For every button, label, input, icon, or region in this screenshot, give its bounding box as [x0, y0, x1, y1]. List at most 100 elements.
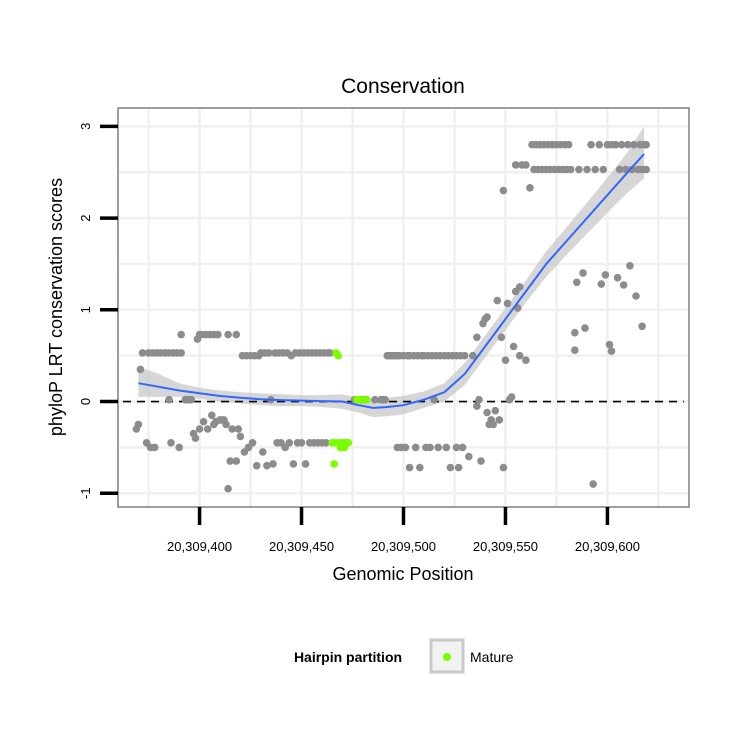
score-point: [203, 425, 212, 433]
score-point: [138, 349, 147, 357]
chart-title: Conservation: [341, 75, 465, 98]
x-tick-label: 20,309,550: [473, 539, 538, 554]
score-point: [381, 395, 389, 404]
score-point: [571, 328, 579, 337]
score-point: [411, 443, 420, 452]
score-point: [599, 165, 608, 174]
score-point: [601, 271, 610, 279]
y-tick-label: 2: [78, 214, 93, 221]
score-point: [263, 461, 271, 470]
score-point: [473, 333, 481, 342]
score-point: [252, 461, 261, 470]
legend: Hairpin partition Mature: [294, 638, 514, 674]
score-point: [199, 417, 208, 426]
score-point: [642, 165, 650, 174]
x-tick-label: 20,309,400: [167, 539, 232, 554]
score-point: [175, 443, 183, 452]
score-point: [401, 443, 410, 452]
score-point: [475, 395, 483, 404]
score-point: [465, 452, 473, 461]
score-point: [583, 165, 591, 174]
score-point: [522, 356, 530, 365]
score-point: [581, 324, 589, 332]
score-point: [579, 269, 587, 277]
score-point: [285, 439, 294, 447]
score-point: [326, 349, 334, 357]
score-point: [416, 463, 424, 472]
score-point: [483, 408, 491, 417]
x-axis-title: Genomic Position: [332, 564, 473, 584]
score-point: [469, 351, 477, 360]
x-tick-label: 20,309,600: [575, 539, 640, 554]
score-point: [371, 395, 379, 404]
score-point: [442, 443, 451, 452]
score-point: [573, 278, 581, 287]
score-point: [165, 395, 173, 404]
score-point: [617, 140, 626, 149]
score-point: [632, 292, 640, 300]
score-point: [405, 463, 414, 472]
score-point: [134, 420, 143, 429]
score-point: [515, 351, 524, 360]
score-point: [191, 434, 200, 443]
y-axis-ticks: -1 0 1 2 3: [78, 123, 118, 499]
score-point: [507, 393, 516, 401]
score-point: [232, 330, 241, 339]
score-point: [187, 395, 196, 404]
y-tick-label: 1: [78, 306, 93, 313]
score-point: [224, 484, 232, 493]
score-point: [642, 140, 650, 149]
score-point: [503, 299, 512, 308]
score-point: [458, 443, 467, 452]
score-point: [228, 425, 236, 433]
score-point: [613, 273, 622, 282]
y-axis-title: phyloP LRT conservation scores: [46, 178, 66, 436]
score-point: [460, 351, 469, 360]
score-point: [214, 330, 222, 339]
score-point: [226, 457, 234, 465]
score-point: [522, 161, 530, 169]
score-point: [511, 161, 520, 169]
legend-title: Hairpin partition: [294, 649, 402, 665]
score-point: [495, 416, 504, 424]
mature-point: [330, 460, 339, 468]
mature-point: [344, 439, 353, 447]
score-point: [236, 432, 245, 441]
score-point: [493, 296, 502, 305]
score-point: [177, 330, 185, 339]
score-point: [301, 460, 310, 468]
score-point: [177, 349, 185, 357]
score-point: [571, 346, 579, 355]
score-point: [446, 463, 455, 472]
score-point: [630, 140, 638, 149]
score-point: [136, 365, 145, 374]
score-point: [167, 439, 175, 447]
score-point: [265, 349, 273, 357]
score-point: [595, 140, 604, 149]
y-tick-label: -1: [78, 487, 93, 499]
score-point: [195, 425, 204, 433]
score-point: [638, 322, 646, 331]
score-point: [322, 439, 330, 447]
score-point: [297, 439, 306, 447]
score-point: [269, 460, 277, 468]
score-point: [497, 333, 506, 342]
score-point: [566, 165, 575, 174]
score-point: [434, 443, 443, 452]
score-point: [248, 439, 257, 447]
score-point: [259, 448, 267, 456]
x-tick-label: 20,309,500: [371, 539, 436, 554]
score-point: [208, 411, 216, 420]
data-points: [132, 140, 650, 493]
score-point: [430, 395, 438, 404]
score-point: [589, 480, 597, 488]
score-point: [615, 165, 624, 174]
legend-label-mature: Mature: [470, 649, 514, 665]
score-point: [626, 262, 634, 270]
confidence-ribbon: [138, 126, 645, 418]
y-tick-label: 3: [78, 123, 93, 130]
mature-point: [363, 395, 371, 404]
score-point: [454, 463, 463, 472]
score-point: [591, 165, 599, 174]
score-point: [501, 356, 510, 365]
